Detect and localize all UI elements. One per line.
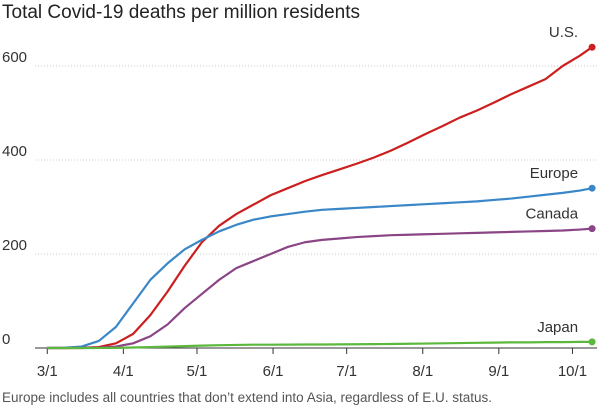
x-tick-label: 3/1	[37, 363, 58, 380]
chart-title: Total Covid-19 deaths per million reside…	[2, 2, 360, 23]
series-line	[47, 187, 593, 350]
y-tick-label: 0	[2, 331, 10, 348]
y-tick-label: 200	[2, 237, 27, 254]
end-dot	[588, 225, 596, 233]
series-line	[47, 340, 593, 350]
y-tick-label: 600	[2, 49, 27, 66]
end-dot	[588, 184, 596, 192]
series-label: Europe	[530, 165, 578, 182]
series-label: Canada	[526, 206, 579, 223]
series-label: Japan	[537, 319, 578, 336]
x-tick-label: 7/1	[336, 363, 357, 380]
x-tick-label: 10/1	[558, 363, 587, 380]
end-dot	[588, 43, 596, 51]
x-tick-label: 4/1	[113, 363, 134, 380]
series-line	[47, 227, 593, 350]
x-tick-label: 5/1	[187, 363, 208, 380]
series-line	[47, 46, 593, 350]
end-dot	[588, 338, 596, 346]
footnote: Europe includes all countries that don’t…	[2, 390, 492, 405]
x-tick-label: 9/1	[488, 363, 509, 380]
series-label: U.S.	[549, 24, 578, 41]
x-tick-label: 8/1	[412, 363, 433, 380]
y-tick-label: 400	[2, 143, 27, 160]
x-tick-label: 6/1	[263, 363, 284, 380]
